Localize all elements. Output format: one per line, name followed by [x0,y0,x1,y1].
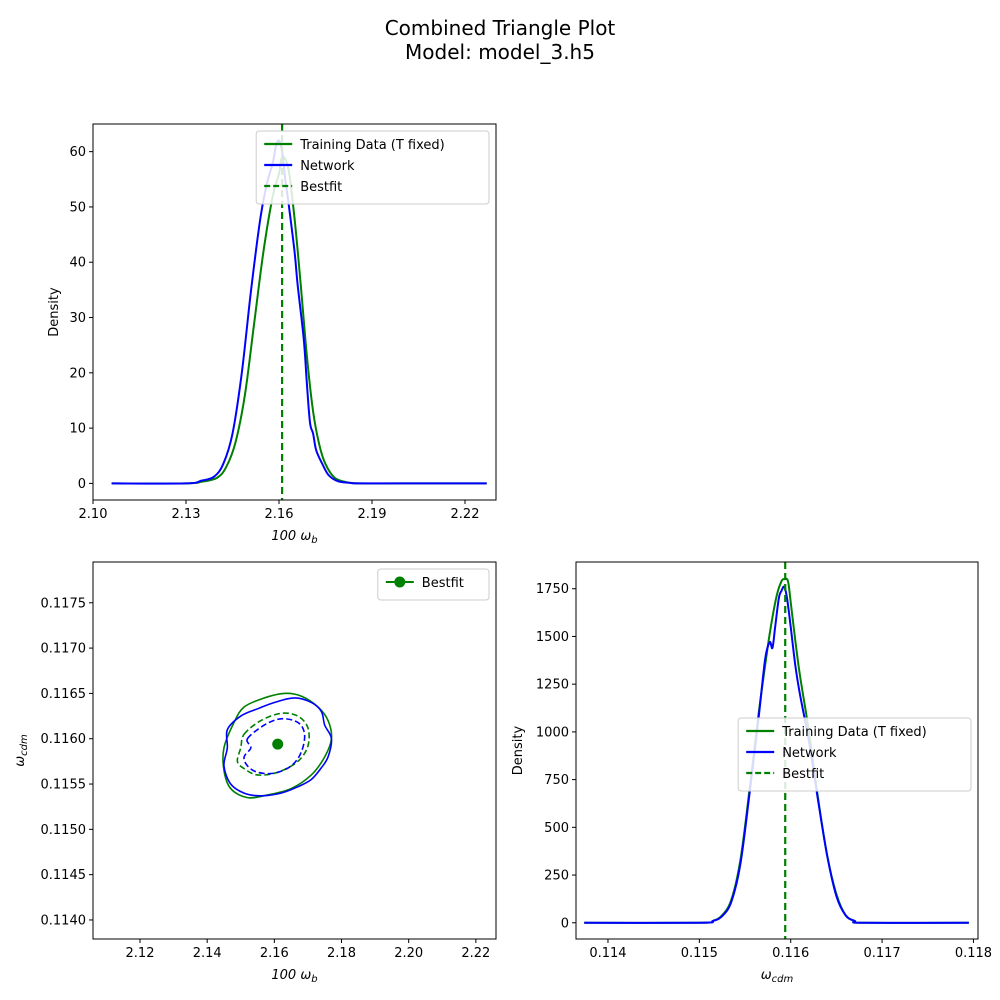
y-tick-label: 0.1165 [41,687,87,702]
figure-title-block: Combined Triangle Plot Model: model_3.h5 [0,16,1000,64]
panel-contour: 2.12 2.14 2.16 2.18 2.20 2.22 0.1140 0.1145 0.11… [13,561,497,985]
legend-label: Network [300,159,355,174]
x-tick-label: 2.10 [79,507,108,522]
contour-outer-training [222,692,333,799]
x-tick-label: 2.16 [260,946,289,961]
x-tick-label: 0.118 [955,946,992,961]
y-tick-label: 1250 [536,678,569,693]
y-tick-label: 0.1160 [41,732,87,747]
legend: Training Data (T fixed) Network Bestfit [737,717,972,792]
x-tick-label: 2.12 [126,946,155,961]
x-tick-label: 0.115 [681,946,718,961]
series-line-training [111,155,487,485]
axes-frame [92,123,497,501]
y-axis-label: ωcdm [13,734,30,767]
y-tick-label: 0.1175 [41,596,87,611]
figure-subtitle: Model: model_3.h5 [405,40,595,64]
x-tick-label: 2.19 [358,507,387,522]
x-tick-label: 2.20 [394,946,423,961]
y-axis-label: Density [47,287,62,337]
axes-frame [92,561,497,940]
contour-outer-network [223,697,333,797]
x-tick-label: 0.117 [863,946,900,961]
y-tick-label: 0.1155 [41,778,87,793]
x-axis-label: 100 ωb [271,529,317,546]
x-tick-label: 2.22 [451,507,480,522]
y-tick-label: 0 [78,477,86,492]
legend-label: Network [782,746,837,761]
x-tick-label: 2.18 [327,946,356,961]
figure-title: Combined Triangle Plot [384,16,616,40]
y-tick-label: 0.1150 [41,823,87,838]
legend-label: Bestfit [422,576,464,591]
panel-wb: 2.10 2.13 2.16 2.19 2.22 0 10 20 30 40 50 60 100 ωb D… [47,123,497,546]
y-tick-label: 0.1170 [41,642,87,657]
legend-label: Training Data (T fixed) [781,725,927,740]
x-tick-label: 2.14 [193,946,222,961]
contour-inner-training [236,712,310,776]
y-axis-label: Density [511,725,526,775]
x-axis-label: 100 ωb [271,968,317,985]
y-tick-label: 500 [544,821,569,836]
contour-inner-network [243,717,306,775]
y-tick-label: 1750 [536,582,569,597]
series-line-network [584,585,969,924]
y-tick-label: 50 [69,200,86,215]
legend-box [255,130,490,205]
y-tick-label: 1500 [536,630,569,645]
x-tick-label: 2.22 [461,946,490,961]
y-tick-label: 0 [561,916,569,931]
legend-box [377,568,490,601]
x-tick-label: 2.16 [265,507,294,522]
y-tick-label: 20 [69,366,86,381]
x-tick-label: 2.13 [172,507,201,522]
legend-label: Training Data (T fixed) [299,138,445,153]
legend-label: Bestfit [782,767,824,782]
y-tick-label: 10 [69,422,86,437]
panel-wcdm: 0.114 0.115 0.116 0.117 0.118 0 250 500 750 1000 1… [511,561,992,985]
legend: Bestfit [377,568,490,601]
y-tick-label: 60 [69,145,86,160]
legend-swatch-marker [394,576,406,588]
y-tick-label: 40 [69,256,86,271]
bestfit-marker [272,738,284,750]
plot-area [222,692,333,799]
legend-label: Bestfit [300,180,342,195]
y-tick-label: 750 [544,773,569,788]
x-axis-label: ωcdm [761,968,794,985]
legend-box [737,717,972,792]
y-tick-label: 0.1145 [41,868,87,883]
axes-frame [575,561,979,940]
legend: Training Data (T fixed) Network Bestfit [255,130,490,205]
x-tick-label: 0.114 [589,946,626,961]
y-tick-label: 30 [69,311,86,326]
y-tick-label: 1000 [536,725,569,740]
x-tick-label: 0.116 [772,946,809,961]
y-tick-label: 0.1140 [41,913,87,928]
y-tick-label: 250 [544,869,569,884]
